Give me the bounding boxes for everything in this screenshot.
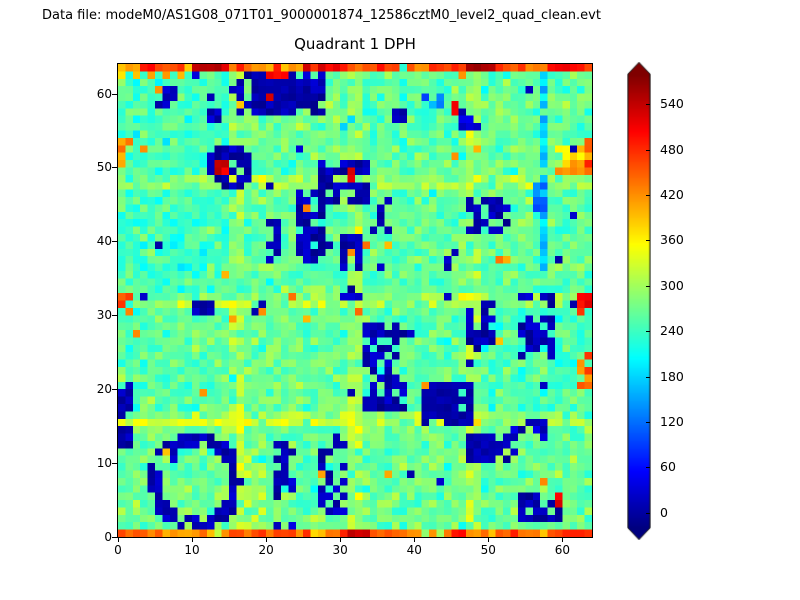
x-tick-mark [562,537,564,542]
colorbar-tick-label: 120 [660,414,684,430]
colorbar-tick-label: 240 [660,323,684,339]
colorbar-tick-mark [646,467,650,469]
y-tick-mark [112,167,117,169]
colorbar-tick-mark [646,240,650,242]
x-tick-mark [192,537,194,542]
colorbar-tick-label: 60 [660,459,676,475]
x-tick-mark [414,537,416,542]
colorbar-tick-label: 540 [660,96,684,112]
colorbar-tick-mark [646,195,650,197]
x-tick-label: 50 [480,543,496,557]
x-tick-label: 10 [184,543,200,557]
x-tick-mark [340,537,342,542]
y-tick-label: 0 [104,530,112,544]
colorbar-tick-mark [646,512,650,514]
y-tick-mark [112,241,117,243]
x-tick-mark [118,537,119,542]
y-tick-mark [112,537,117,538]
y-tick-label: 30 [96,308,112,323]
heatmap-plot-area [117,63,593,538]
y-tick-label: 60 [96,86,112,101]
y-tick-label: 40 [96,234,112,249]
colorbar [627,62,651,544]
colorbar-canvas [627,62,651,540]
y-tick-mark [112,315,117,317]
heatmap-canvas [118,64,592,537]
colorbar-tick-label: 180 [660,368,684,384]
colorbar-tick-label: 0 [660,504,668,520]
colorbar-tick-label: 480 [660,141,684,157]
colorbar-tick-mark [646,104,650,106]
colorbar-tick-label: 360 [660,232,684,248]
y-tick-mark [112,93,117,95]
colorbar-tick-mark [646,331,650,333]
y-tick-mark [112,463,117,465]
colorbar-tick-label: 420 [660,187,684,203]
x-tick-label: 0 [114,543,122,557]
x-tick-label: 20 [258,543,274,557]
x-tick-mark [266,537,268,542]
x-tick-label: 30 [332,543,348,557]
y-tick-label: 10 [96,456,112,471]
colorbar-tick-mark [646,422,650,424]
y-tick-label: 50 [96,160,112,175]
colorbar-tick-mark [646,285,650,287]
colorbar-tick-mark [646,149,650,151]
x-tick-mark [488,537,490,542]
x-tick-label: 60 [554,543,571,557]
chart-title: Quadrant 1 DPH [294,35,416,53]
colorbar-tick-label: 300 [660,277,684,293]
data-file-label: Data file: modeM0/AS1G08_071T01_90000018… [42,8,601,23]
x-tick-label: 40 [406,543,422,557]
y-tick-label: 20 [96,382,112,397]
colorbar-tick-mark [646,376,650,378]
y-tick-mark [112,389,117,391]
